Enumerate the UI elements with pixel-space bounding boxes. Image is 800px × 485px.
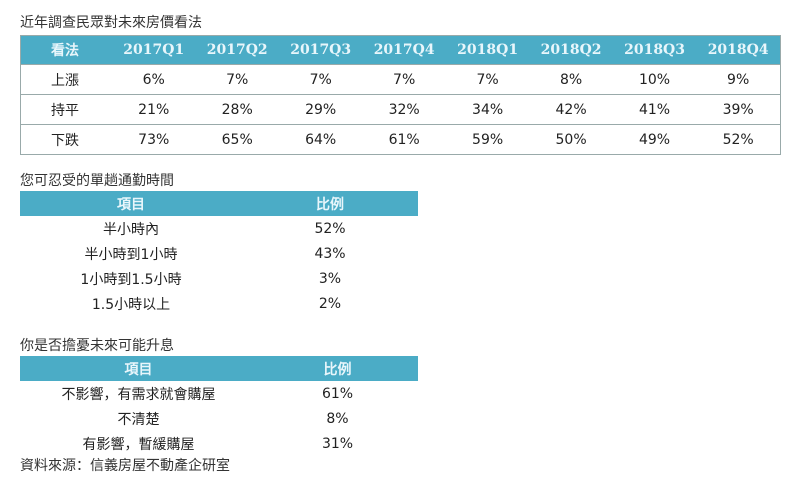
table-cell: 不清楚 [117,411,160,428]
table-cell: 28% [195,94,279,125]
table-cell: 50% [529,124,613,155]
table-cell: 31% [321,435,354,452]
table-cell: 半小時內 [103,221,159,238]
table-cell: 下跌 [20,124,112,155]
table-header-row: 項目 比例 [20,356,418,381]
table-cell: 7% [195,64,279,95]
table-cell: 7% [445,64,530,95]
table-cell: 61% [321,385,354,402]
column-header: 2018Q4 [696,35,781,65]
column-header: 項目 [20,356,257,381]
table-cell: 52% [314,220,346,237]
commute-table: 項目 比例 半小時內 52% 半小時到1小時 43% 1小時到1.5小時 3% 1.5小時以上… [20,191,418,316]
table-cell: 29% [278,94,363,125]
table3-title: 你是否擔憂未來可能升息 [20,338,174,354]
table-cell: 64% [278,124,363,155]
table-cell: 9% [696,64,781,95]
table-cell: 1.5小時以上 [91,296,171,313]
table-row: 下跌 73% 65% 64% 61% 59% 50% 49% 52% [20,124,781,155]
table-cell: 39% [696,94,781,125]
table-row: 上漲 6% 7% 7% 7% 7% 8% 10% 9% [20,64,781,95]
table-cell: 43% [314,245,346,262]
table-cell: 65% [195,124,279,155]
table-cell: 1小時到1.5小時 [80,271,182,288]
table-cell: 半小時到1小時 [84,246,178,263]
table-row: 半小時內 52% [20,216,418,241]
house-price-table: 看法 2017Q1 2017Q2 2017Q3 2017Q4 2018Q1 2018Q2 20… [20,35,781,155]
column-header: 項目 [20,191,242,216]
table-cell: 有影響，暫緩購屋 [82,436,195,453]
table1-title: 近年調查民眾對未來房價看法 [20,15,202,31]
table-cell: 49% [612,124,697,155]
table-header-row: 項目 比例 [20,191,418,216]
column-header: 2017Q3 [278,35,363,65]
column-header: 比例 [242,191,418,216]
table-cell: 7% [278,64,363,95]
table-cell: 2% [318,295,342,312]
column-header: 2018Q3 [612,35,697,65]
table-cell: 3% [318,270,342,287]
table-cell: 34% [445,94,530,125]
column-header: 2017Q2 [195,35,279,65]
table-row: 有影響，暫緩購屋 31% [20,431,418,456]
table-cell: 8% [529,64,613,95]
table2-title: 您可忍受的單趟通勤時間 [20,173,174,189]
table-cell: 59% [445,124,530,155]
table-cell: 持平 [20,94,112,125]
table-row: 不影響，有需求就會購屋 61% [20,381,418,406]
table-header-row: 看法 2017Q1 2017Q2 2017Q3 2017Q4 2018Q1 2018Q2 20… [20,35,781,65]
table-cell: 8% [326,410,349,427]
table-cell: 42% [529,94,613,125]
table-cell: 32% [362,94,446,125]
table-row: 1小時到1.5小時 3% [20,266,418,291]
interest-rate-table: 項目 比例 不影響，有需求就會購屋 61% 不清楚 8% 有影響，暫緩購屋 31% [20,356,418,456]
column-header: 比例 [257,356,418,381]
table-cell: 61% [362,124,446,155]
column-header: 2017Q1 [112,35,196,65]
table-cell: 73% [112,124,196,155]
column-header: 看法 [20,35,112,65]
table-row: 半小時到1小時 43% [20,241,418,266]
column-header: 2018Q2 [529,35,613,65]
column-header: 2017Q4 [362,35,446,65]
table-row: 不清楚 8% [20,406,418,431]
table-cell: 6% [112,64,196,95]
table-row: 1.5小時以上 2% [20,291,418,316]
table-cell: 7% [362,64,446,95]
table-cell: 52% [696,124,781,155]
table-cell: 21% [112,94,196,125]
column-header: 2018Q1 [445,35,530,65]
table-cell: 41% [612,94,697,125]
table-cell: 不影響，有需求就會購屋 [61,386,216,403]
source-note: 資料來源：信義房屋不動產企研室 [20,458,230,474]
table-cell: 上漲 [20,64,112,95]
table-cell: 10% [612,64,697,95]
table-row: 持平 21% 28% 29% 32% 34% 42% 41% 39% [20,94,781,125]
